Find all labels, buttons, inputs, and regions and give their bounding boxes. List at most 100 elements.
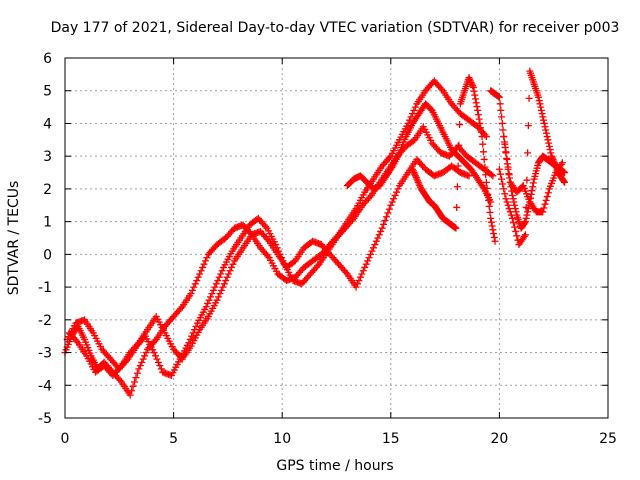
data-point [544, 136, 552, 144]
data-point [509, 195, 517, 203]
data-point [409, 110, 417, 118]
data-point [486, 208, 494, 216]
data-point [537, 103, 545, 111]
data-point [228, 263, 236, 271]
data-point [512, 227, 520, 235]
data-point [510, 219, 518, 227]
data-point [485, 196, 493, 204]
data-point [475, 115, 483, 123]
y-tick-label: 2 [43, 182, 52, 198]
data-point [477, 128, 485, 136]
data-point [487, 214, 495, 222]
data-point [215, 273, 223, 281]
data-point [561, 178, 569, 186]
data-point [209, 286, 217, 294]
y-tick-label: -3 [38, 346, 52, 362]
data-point [534, 93, 542, 101]
data-point [216, 290, 224, 298]
data-point [507, 211, 515, 219]
data-point [540, 116, 548, 124]
data-point [200, 260, 208, 268]
data-point [511, 205, 519, 213]
data-point [409, 165, 417, 173]
data-point [485, 202, 493, 210]
data-point [479, 148, 487, 156]
data-point [388, 198, 396, 206]
data-point [476, 119, 484, 127]
data-point [466, 77, 474, 85]
data-point [262, 223, 270, 231]
y-tick-label: -1 [38, 280, 52, 296]
data-point [204, 299, 212, 307]
data-point [540, 204, 548, 212]
data-point [353, 280, 361, 288]
data-point [416, 182, 424, 190]
data-point [548, 154, 556, 162]
y-tick-label: -5 [38, 411, 52, 427]
data-point [186, 335, 194, 343]
data-point [361, 263, 369, 271]
data-point [382, 213, 390, 221]
data-point [504, 201, 512, 209]
data-point [410, 106, 418, 114]
data-point [536, 100, 544, 108]
data-point [538, 110, 546, 118]
y-tick-label: 3 [43, 149, 52, 165]
data-point [546, 146, 554, 154]
data-point [489, 226, 497, 234]
series-track-d [343, 100, 495, 206]
x-axis-label: GPS time / hours [276, 458, 393, 474]
y-tick-label: 4 [43, 116, 52, 132]
data-point [136, 362, 144, 370]
data-point [411, 103, 419, 111]
data-point [543, 133, 551, 141]
data-point [453, 203, 461, 211]
data-point [217, 286, 225, 294]
y-tick-label: 5 [43, 84, 52, 100]
data-point [513, 232, 521, 240]
data-point [359, 267, 367, 275]
data-point [548, 152, 556, 160]
data-point [456, 121, 464, 129]
data-point [394, 185, 402, 193]
data-point [468, 80, 476, 88]
data-point [226, 267, 234, 275]
data-point [374, 234, 382, 242]
data-point [116, 376, 124, 384]
data-point [384, 209, 392, 217]
data-point [495, 165, 503, 173]
data-point [542, 129, 550, 137]
data-point [368, 247, 376, 255]
data-point [490, 233, 498, 241]
data-point [504, 163, 512, 171]
data-point [472, 99, 480, 107]
data-point [535, 97, 543, 105]
data-point [199, 263, 207, 271]
data-point [484, 190, 492, 198]
data-point [524, 208, 532, 216]
data-point [537, 106, 545, 114]
data-point [222, 277, 230, 285]
data-point [472, 95, 480, 103]
data-point [487, 218, 495, 226]
data-point [503, 198, 511, 206]
data-point [437, 85, 445, 93]
data-point [498, 175, 506, 183]
data-point [508, 214, 516, 222]
data-point [116, 363, 124, 371]
data-point [453, 183, 461, 191]
data-point [229, 260, 237, 268]
data-point [501, 190, 509, 198]
data-point [480, 155, 488, 163]
data-point [482, 178, 490, 186]
data-point [369, 244, 377, 252]
data-point [356, 273, 364, 281]
data-point [219, 283, 227, 291]
data-point [479, 183, 487, 191]
data-point [128, 387, 136, 395]
data-point [220, 280, 228, 288]
data-point [454, 162, 462, 170]
data-point [213, 296, 221, 304]
data-point [156, 362, 164, 370]
data-point [364, 257, 372, 265]
